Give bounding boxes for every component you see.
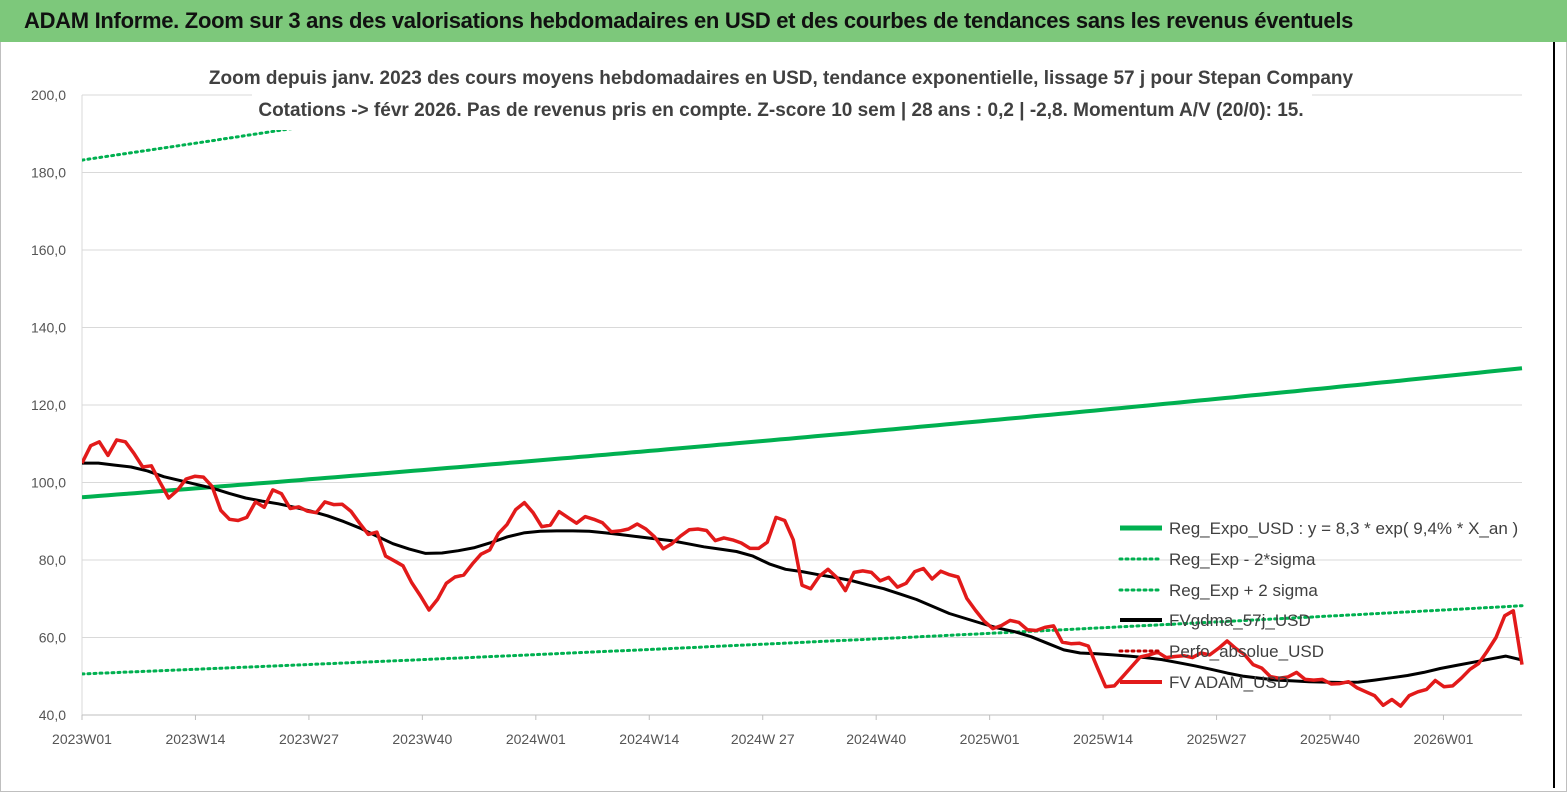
title-background — [252, 60, 1312, 130]
x-tick-label: 2024W 27 — [731, 731, 795, 747]
x-tick-label: 2023W40 — [392, 731, 452, 747]
y-tick-label: 120,0 — [31, 397, 66, 413]
legend-label: Reg_Expo_USD : y = 8,3 * exp( 9,4% * X_a… — [1169, 519, 1518, 538]
series-line-6 — [82, 438, 1524, 708]
x-tick-label: 2025W01 — [960, 731, 1020, 747]
x-tick-label: 2023W01 — [52, 731, 112, 747]
legend-label: FV ADAM_USD — [1169, 673, 1289, 692]
legend-label: Perfo_absolue_USD — [1169, 642, 1324, 661]
banner-title: ADAM Informe. Zoom sur 3 ans des valoris… — [0, 0, 1567, 42]
series-line-2 — [82, 604, 1524, 676]
chart-title: Zoom depuis janv. 2023 des cours moyens … — [209, 68, 1354, 89]
y-tick-label: 60,0 — [39, 630, 66, 646]
legend-label: Reg_Exp + 2 sigma — [1169, 581, 1318, 600]
x-tick-label: 2023W14 — [165, 731, 225, 747]
x-tick-label: 2025W14 — [1073, 731, 1133, 747]
series-line-1 — [82, 366, 1523, 500]
legend-label: Reg_Exp - 2*sigma — [1169, 550, 1316, 569]
right-border — [1553, 42, 1555, 788]
y-tick-label: 160,0 — [31, 242, 66, 258]
x-tick-label: 2024W40 — [846, 731, 906, 747]
y-tick-label: 200,0 — [31, 87, 66, 103]
y-tick-label: 140,0 — [31, 320, 66, 336]
series-group — [82, 94, 1524, 708]
y-tick-label: 80,0 — [39, 552, 66, 568]
x-tick-label: 2026W01 — [1413, 731, 1473, 747]
y-tick-label: 100,0 — [31, 475, 66, 491]
x-tick-label: 2025W27 — [1187, 731, 1247, 747]
legend-label: FVgdma_57j_USD — [1169, 611, 1311, 630]
x-axis: 2023W01 2023W14 2023W27 2023W40 2024W01 2024W… — [52, 714, 1522, 747]
y-axis: 40,0 60,0 80,0 100,0 120,0 140,0 160,0 180,0 200… — [31, 87, 83, 723]
x-tick-label: 2025W40 — [1300, 731, 1360, 747]
x-tick-label: 2023W27 — [279, 731, 339, 747]
series-line-4 — [82, 461, 1523, 684]
chart-subtitle: Cotations -> févr 2026. Pas de revenus p… — [258, 100, 1303, 121]
x-tick-label: 2024W01 — [506, 731, 566, 747]
legend: Reg_Expo_USD : y = 8,3 * exp( 9,4% * X_a… — [1118, 519, 1518, 692]
y-tick-label: 180,0 — [31, 165, 66, 181]
x-tick-label: 2024W14 — [619, 731, 679, 747]
y-tick-label: 40,0 — [39, 707, 66, 723]
